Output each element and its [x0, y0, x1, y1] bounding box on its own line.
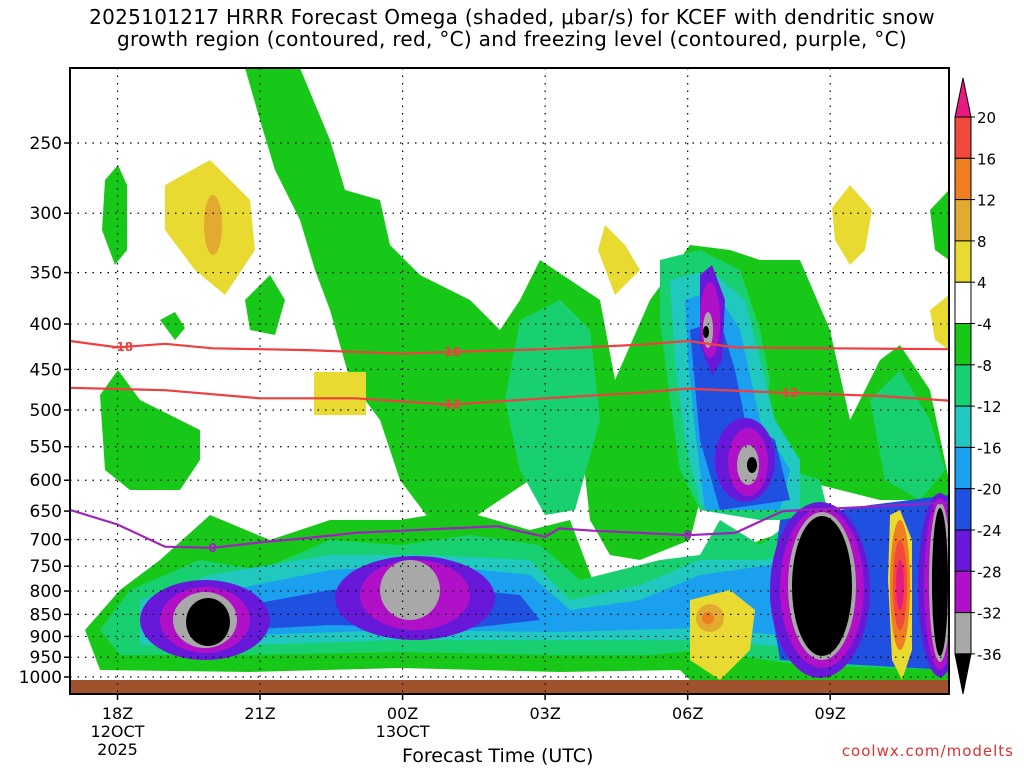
- colorbar-swatch: [954, 199, 972, 242]
- colorbar-cap-top: [954, 77, 972, 118]
- colorbar-label: 4: [977, 274, 987, 292]
- green-island-1: [102, 165, 127, 265]
- x-tick-sublabel: 12OCT: [91, 722, 145, 741]
- yellow-box: [314, 372, 366, 415]
- x-tick-label: 18Z: [102, 704, 133, 723]
- x-tick-label: 03Z: [529, 704, 560, 723]
- colorbar-label: -28: [977, 563, 1002, 581]
- yellow-right-edge: [930, 295, 949, 350]
- contour-label-dgz_-18: -18: [111, 340, 133, 354]
- green-island-5: [930, 190, 949, 260]
- contour-line-dgz_-12: [70, 386, 949, 406]
- colorbar-cap-bottom: [954, 653, 972, 694]
- y-tick-label: 450: [30, 360, 62, 380]
- y-tick-label: 400: [30, 315, 62, 335]
- plot-frame: [69, 67, 950, 695]
- black-core-5: [932, 508, 948, 656]
- y-tick-label: 300: [30, 204, 62, 224]
- x-tick-sublabel: 13OCT: [376, 722, 430, 741]
- y-tick-label: 900: [30, 627, 62, 647]
- x-tick-label: 06Z: [672, 704, 703, 723]
- colorbar-label: -24: [977, 522, 1002, 540]
- darkorange-low-mid: [702, 612, 714, 624]
- y-tick-label: 700: [30, 531, 62, 551]
- omega-shading: [85, 68, 949, 690]
- colorbar-label: 16: [977, 150, 996, 168]
- y-axis: 2503003504004505005506006507007508008509…: [19, 134, 70, 688]
- y-tick-label: 250: [30, 134, 62, 154]
- colorbar-label: -32: [977, 605, 1002, 623]
- ground-strip: [70, 680, 949, 694]
- colorbar-label: -36: [977, 646, 1002, 664]
- colorbar-swatch: [954, 570, 972, 614]
- x-tick-label: 21Z: [244, 704, 275, 723]
- contour-line-frz_0: [70, 501, 949, 549]
- colorbar-swatch: [954, 405, 972, 448]
- contour-line-dgz_-18: [70, 339, 949, 355]
- y-tick-label: 850: [30, 605, 62, 625]
- colorbar-label: 20: [977, 109, 996, 127]
- colorbar: 20 16 12 8 4 -4 -8 -12 -16 -20 -24 -28 -32 -36: [954, 77, 1002, 694]
- colorbar-swatch: [954, 446, 972, 490]
- teal-right: [870, 370, 945, 500]
- contour-label-frz_0: 0: [683, 528, 691, 542]
- colorbar-label: -20: [977, 481, 1002, 499]
- green-island-3: [245, 275, 285, 335]
- grey-core-2: [380, 560, 440, 620]
- y-tick-label: 550: [30, 438, 62, 458]
- green-island-4: [160, 312, 185, 340]
- colorbar-swatch: [954, 157, 972, 201]
- yellow-upper-right: [832, 185, 872, 265]
- colorbar-swatch: [954, 240, 972, 283]
- green-island-2: [100, 370, 200, 490]
- x-tick-label: 09Z: [815, 704, 846, 723]
- colorbar-swatch: [954, 323, 972, 366]
- x-tick-label: 00Z: [387, 704, 418, 723]
- y-tick-label: 500: [30, 401, 62, 421]
- x-tick-sublabel-2: 2025: [97, 740, 138, 759]
- colorbar-label: -16: [977, 439, 1002, 457]
- y-tick-label: 950: [30, 648, 62, 668]
- contour-label-dgz_-12: -12: [777, 386, 799, 400]
- black-plume: [703, 326, 709, 338]
- credit-text: coolwx.com/modelts: [841, 742, 1014, 760]
- colorbar-swatch: [954, 612, 972, 655]
- colorbar-swatch: [954, 364, 972, 407]
- black-core-3: [747, 457, 757, 473]
- colorbar-swatch: [954, 281, 972, 325]
- chart-title: 2025101217 HRRR Forecast Omega (shaded, …: [0, 6, 1024, 50]
- yellow-upper-mid: [598, 225, 640, 295]
- colorbar-swatch: [954, 488, 972, 531]
- temperature-contours: -18 -18 -12 -12 0 0: [70, 339, 949, 555]
- y-tick-label: 600: [30, 471, 62, 491]
- colorbar-label: -8: [977, 357, 992, 375]
- orange-upper-left: [204, 195, 222, 255]
- colorbar-swatch: [954, 116, 972, 159]
- x-axis-title: Forecast Time (UTC): [402, 745, 594, 767]
- colorbar-label: 12: [977, 192, 996, 210]
- contour-label-frz_0: 0: [208, 541, 216, 555]
- y-tick-label: 1000: [19, 668, 62, 688]
- y-tick-label: 800: [30, 582, 62, 602]
- black-core-1: [186, 598, 230, 646]
- y-tick-label: 650: [30, 502, 62, 522]
- black-core-4: [792, 516, 852, 656]
- colorbar-swatch: [954, 529, 972, 572]
- chart-title-line2: growth region (contoured, red, °C) and f…: [117, 27, 907, 51]
- colorbar-label: 8: [977, 233, 987, 251]
- chart-title-line1: 2025101217 HRRR Forecast Omega (shaded, …: [89, 5, 935, 29]
- y-tick-label: 350: [30, 264, 62, 284]
- y-tick-label: 750: [30, 557, 62, 577]
- contour-label-dgz_-12: -12: [439, 398, 461, 412]
- contour-label-dgz_-18: -18: [439, 345, 461, 359]
- pink-column: [896, 560, 904, 610]
- colorbar-label: -12: [977, 398, 1002, 416]
- teal-mid: [505, 300, 600, 515]
- colorbar-label: -4: [977, 316, 992, 334]
